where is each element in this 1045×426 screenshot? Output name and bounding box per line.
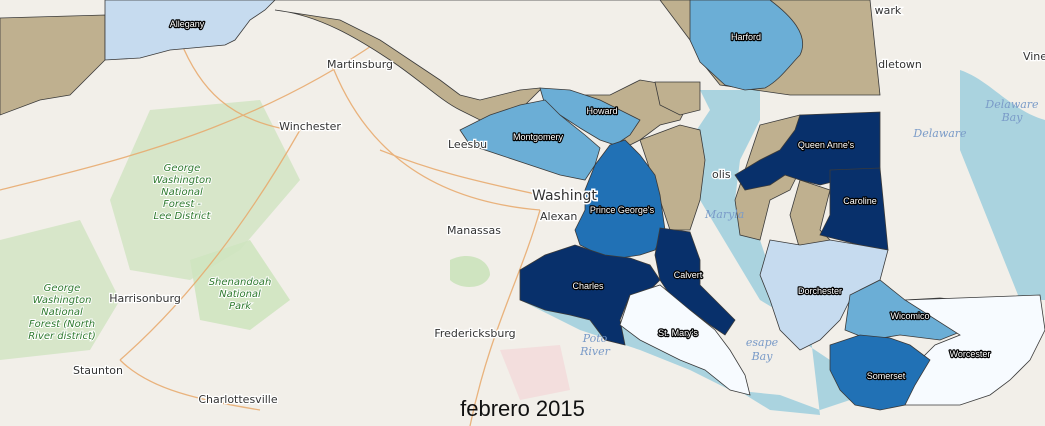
svg-text:Washington: Washington [33, 295, 92, 306]
county-st-marys[interactable] [619, 284, 751, 396]
county-label-worcester: Worcester [950, 349, 991, 359]
svg-text:Bay: Bay [751, 350, 774, 363]
label-middletown: dletown [878, 58, 922, 71]
label-manassas: Manassas [447, 224, 501, 237]
svg-text:River district): River district) [28, 331, 96, 342]
svg-text:Forest -: Forest - [163, 199, 201, 210]
label-harrisonburg: Harrisonburg [109, 292, 181, 305]
label-leesburg: Leesbu [448, 138, 487, 151]
svg-text:Poto: Poto [582, 332, 608, 345]
county-label-charles: Charles [572, 281, 604, 291]
county-label-dorchester: Dorchester [798, 286, 842, 296]
label-alexandria: Alexan [540, 210, 577, 223]
county-montgomery[interactable] [459, 99, 601, 181]
svg-text:National: National [41, 307, 83, 318]
county-label-montgomery: Montgomery [513, 132, 564, 142]
county-harford[interactable] [689, 0, 803, 91]
svg-text:National: National [161, 187, 203, 198]
label-martinsburg: Martinsburg [327, 58, 393, 71]
svg-text:Forest (North: Forest (North [29, 319, 95, 330]
county-label-caroline: Caroline [843, 196, 877, 206]
label-washington: Washingt [532, 188, 597, 204]
svg-text:River: River [579, 345, 611, 358]
label-newark: wark [875, 4, 902, 17]
label-winchester: Winchester [279, 120, 341, 133]
svg-text:Washington: Washington [153, 175, 212, 186]
county-label-howard: Howard [586, 106, 617, 116]
county-label-wicomico: Wicomico [890, 311, 929, 321]
park-area [450, 255, 490, 287]
label-delaware-bay: Delaware Bay [984, 98, 1039, 124]
label-potomac-river: Poto River [579, 332, 611, 358]
label-chesapeake-bay: esape Bay [746, 336, 779, 363]
county-somerset[interactable] [829, 334, 931, 411]
map-caption: febrero 2015 [460, 396, 585, 421]
baltimore-city-area [654, 81, 701, 116]
svg-text:Park: Park [229, 301, 252, 312]
svg-text:George: George [164, 163, 201, 174]
county-worcester[interactable] [903, 294, 1045, 406]
svg-text:Lee District: Lee District [154, 211, 212, 222]
forest-area-lee [110, 100, 300, 280]
label-fredericksburg: Fredericksburg [434, 327, 515, 340]
county-label-somerset: Somerset [867, 371, 906, 381]
label-charlottesville: Charlottesville [198, 393, 278, 406]
label-shenandoah: Shenandoah National Park [208, 276, 273, 313]
county-caroline[interactable] [819, 167, 889, 251]
svg-text:Shenandoah: Shenandoah [209, 277, 272, 288]
label-vine: Vine [1023, 50, 1045, 63]
road-network [0, 39, 541, 426]
county-label-allegany: Allegany [170, 19, 205, 29]
svg-text:George: George [44, 283, 81, 294]
county-label-queen-annes: Queen Anne's [798, 140, 855, 150]
svg-text:esape: esape [746, 336, 779, 349]
svg-text:National: National [219, 289, 261, 300]
county-prince-georges[interactable] [574, 139, 666, 259]
label-gw-forest-north: George Washington National Forest (North… [27, 282, 97, 343]
delaware-bay [960, 70, 1045, 300]
forest-area-north-river [0, 220, 120, 360]
label-delaware: Delaware [912, 127, 967, 140]
shenandoah-park-area [190, 240, 290, 330]
label-maryland: Maryla [704, 208, 744, 221]
label-annapolis: olis [712, 168, 731, 181]
label-staunton: Staunton [73, 364, 123, 377]
county-label-st-marys: St. Mary's [658, 328, 698, 338]
label-gw-forest-lee: George Washington National Forest - Lee … [152, 162, 213, 223]
county-label-calvert: Calvert [674, 270, 703, 280]
county-label-prince-georges: Prince George's [590, 205, 655, 215]
svg-text:Bay: Bay [1001, 111, 1024, 124]
svg-text:Delaware: Delaware [984, 98, 1039, 111]
county-label-harford: Harford [731, 32, 761, 42]
county-allegany[interactable] [104, 0, 276, 61]
urban-area [500, 345, 570, 400]
